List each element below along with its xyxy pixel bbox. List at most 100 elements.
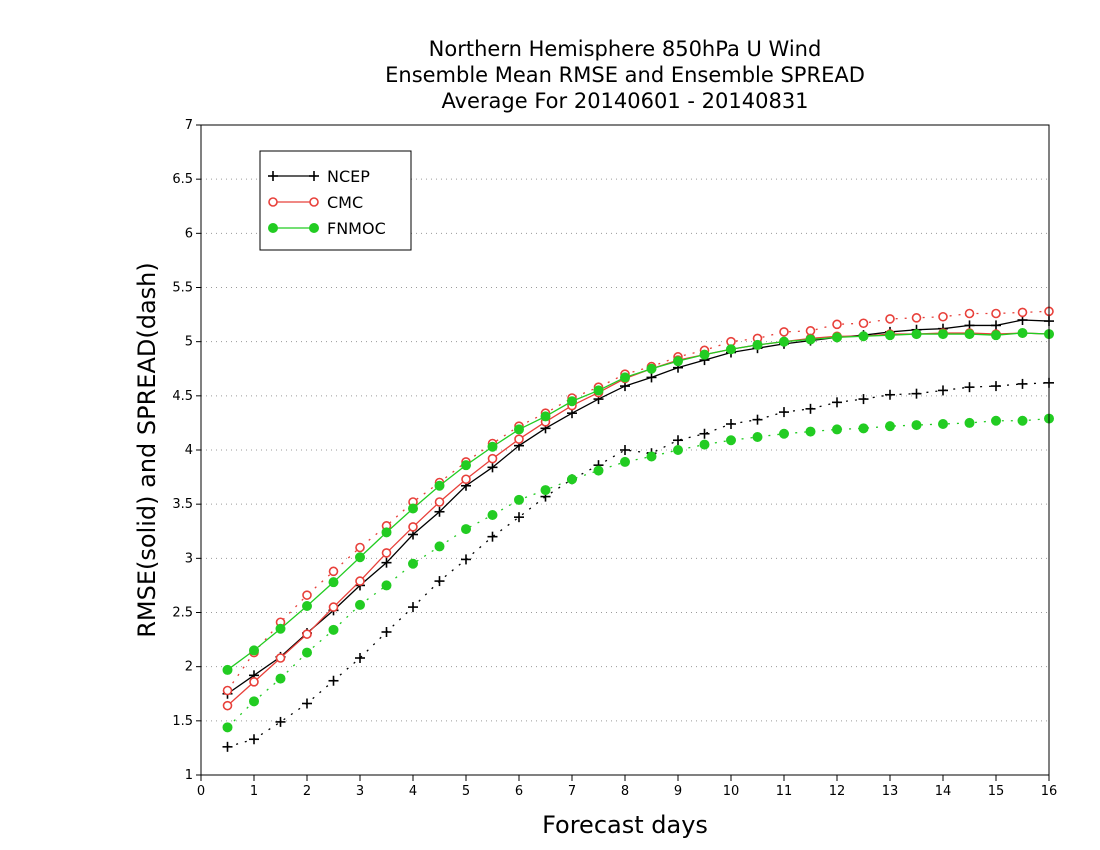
fnmoc-spread-point (355, 599, 365, 610)
fnmoc-spread-point (461, 524, 471, 535)
cmc-spread-point (991, 308, 1001, 319)
ncep-spread-point (964, 382, 975, 393)
ncep-spread-point (832, 397, 842, 408)
cmc-spread-point (885, 314, 895, 324)
y-tick-label: 1.5 (172, 714, 193, 729)
x-tick-label: 0 (197, 784, 205, 799)
y-tick-label: 4 (185, 443, 193, 458)
x-tick-label: 15 (988, 784, 1005, 799)
cmc-spread-line (226, 310, 1050, 691)
fnmoc-rmse-point (222, 664, 233, 675)
series-layer (222, 306, 1054, 752)
fnmoc-spread-point (381, 580, 392, 591)
fnmoc-rmse-point (302, 601, 312, 611)
x-tick-label: 4 (409, 784, 417, 799)
fnmoc-spread-point (434, 541, 445, 552)
fnmoc-spread-point (938, 419, 948, 429)
y-tick-label: 4.5 (172, 389, 193, 404)
cmc-rmse-point (487, 453, 498, 464)
cmc-spread-point (938, 311, 948, 322)
legend-marker-fnmoc (268, 223, 278, 233)
ncep-spread-point (858, 394, 869, 405)
fnmoc-spread-point (964, 417, 975, 428)
x-tick-label: 13 (882, 784, 899, 799)
cmc-rmse-point (328, 602, 339, 612)
x-tick-label: 10 (723, 784, 740, 799)
legend-marker-ncep (268, 171, 278, 181)
fnmoc-rmse-point (805, 334, 816, 345)
legend-marker-fnmoc (309, 223, 319, 233)
x-tick-label: 9 (674, 784, 682, 799)
ncep-spread-point (726, 419, 736, 429)
x-tick-label: 8 (621, 784, 629, 799)
x-tick-label: 3 (356, 784, 364, 799)
fnmoc-rmse-point (328, 577, 339, 588)
ncep-spread-point (328, 675, 339, 686)
fnmoc-rmse-point (673, 356, 683, 367)
cmc-spread-point (779, 327, 789, 337)
legend: NCEP CMC FNMOC (259, 150, 412, 251)
ncep-spread-point (911, 388, 922, 399)
cmc-spread-point (302, 590, 312, 600)
y-tick-label: 2.5 (172, 606, 193, 621)
ncep-spread-point (991, 381, 1001, 392)
fnmoc-spread-point (593, 465, 604, 476)
fnmoc-spread-point (487, 510, 498, 520)
fnmoc-rmse-point (646, 363, 657, 374)
fnmoc-spread-point (832, 424, 842, 435)
ncep-rmse-point (646, 372, 657, 383)
legend-label-fnmoc: FNMOC (327, 219, 386, 238)
ncep-spread-point (487, 531, 498, 542)
fnmoc-rmse-point (355, 552, 365, 563)
fnmoc-rmse-point (964, 329, 975, 340)
legend-marker-cmc (268, 197, 278, 207)
ncep-spread-point (249, 734, 259, 745)
fnmoc-spread-point (1017, 415, 1028, 426)
fnmoc-spread-point (752, 432, 763, 442)
chart-title: Northern Hemisphere 850hPa U Wind (428, 37, 822, 61)
ncep-spread-point (620, 445, 630, 455)
ncep-rmse-line (227, 319, 1050, 695)
x-tick-label: 14 (935, 784, 952, 799)
fnmoc-rmse-point (1017, 328, 1028, 338)
x-tick-label: 7 (568, 784, 576, 799)
ncep-spread-point (938, 385, 948, 396)
ncep-spread-point (355, 653, 365, 663)
cmc-spread-point (911, 313, 922, 323)
x-tick-label: 2 (303, 784, 311, 799)
fnmoc-rmse-point (752, 339, 763, 350)
x-tick-label: 1 (250, 784, 258, 799)
fnmoc-rmse-point (381, 527, 392, 538)
x-tick-label: 6 (515, 784, 523, 799)
ncep-rmse-point (434, 506, 445, 517)
fnmoc-spread-point (911, 420, 922, 431)
x-axis-label: Forecast days (542, 811, 708, 839)
fnmoc-rmse-point (779, 336, 789, 347)
fnmoc-spread-line (227, 417, 1050, 728)
fnmoc-spread-point (540, 485, 551, 496)
ncep-spread-point (302, 698, 312, 709)
fnmoc-spread-point (726, 435, 736, 446)
y-tick-label: 6.5 (172, 172, 193, 187)
cmc-rmse-point (222, 700, 233, 711)
y-tick-label: 2 (185, 660, 193, 675)
ncep-spread-point (805, 403, 816, 414)
ncep-spread-point (434, 576, 445, 587)
fnmoc-rmse-point (275, 623, 286, 634)
fnmoc-spread-point (991, 415, 1001, 426)
ncep-spread-point (1017, 378, 1028, 389)
legend-box (259, 150, 412, 251)
cmc-spread-point (1017, 307, 1028, 318)
cmc-spread-point (328, 566, 339, 577)
ncep-spread-point (885, 389, 895, 400)
fnmoc-spread-point (302, 647, 312, 658)
ncep-rmse-point (991, 320, 1001, 331)
cmc-rmse-point (381, 548, 392, 558)
ncep-spread-point (222, 741, 233, 752)
y-tick-label: 7 (185, 118, 193, 133)
x-tick-label: 11 (776, 784, 793, 799)
fnmoc-spread-point (408, 558, 418, 569)
fnmoc-rmse-point (911, 329, 922, 340)
ncep-rmse-point (381, 557, 392, 568)
